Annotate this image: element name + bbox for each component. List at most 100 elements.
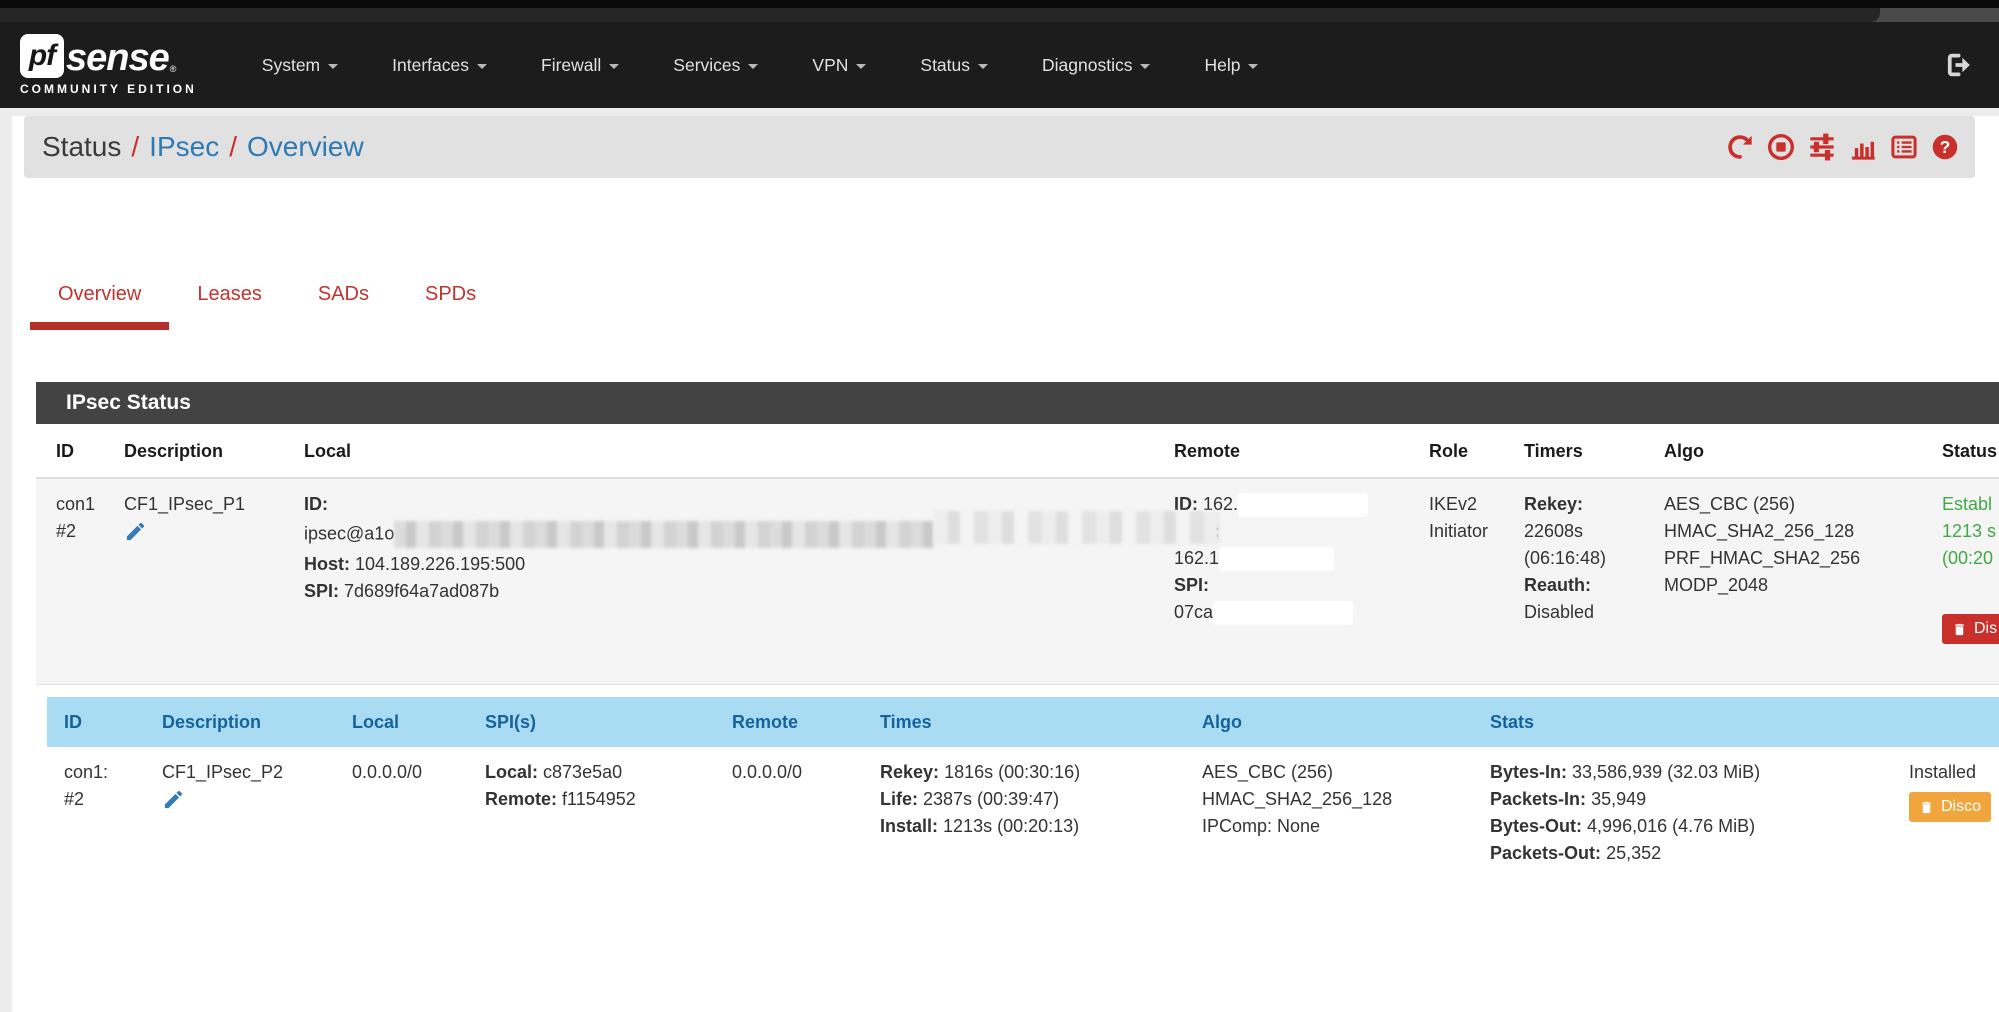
child-col-empty [1901,697,1999,747]
p2-spi-local-label: Local: [485,762,539,782]
p1-remote: ID: 162. Host: 162.1 SPI: 07ca [1166,479,1421,684]
nav-right [1943,50,1973,80]
chevron-down-icon [1140,63,1151,69]
chevron-down-icon [1248,63,1259,69]
p1-algo: AES_CBC (256) HMAC_SHA2_256_128 PRF_HMAC… [1656,479,1934,684]
breadcrumb-link-overview[interactable]: Overview [246,131,364,162]
nav-item-label: Help [1204,54,1241,75]
p1-algo-hash: HMAC_SHA2_256_128 [1664,521,1855,541]
col-local: Local [304,441,352,461]
chevron-down-icon [477,63,487,69]
p1-status-line2: 1213 s [1942,521,1997,541]
pencil-icon[interactable] [162,788,185,819]
p1-id-line1: con1 [56,494,96,514]
nav-item-label: Diagnostics [1042,54,1133,75]
child-col-remote: Remote [732,712,799,732]
ipsec-status-panel: IPsec Status ID Description Local Remote… [36,382,1999,919]
disconnect-label: Dis [1974,620,1998,637]
nav-menu: System Interfaces Firewall Services VPN … [235,45,1286,86]
child-col-description: Description [162,712,262,732]
col-status: Status [1942,441,1998,461]
tab-sads[interactable]: SADs [317,283,369,305]
p1-status-line3: (00:20 [1942,548,1994,568]
pencil-icon[interactable] [124,520,147,551]
chevron-down-icon [609,63,620,69]
p2-stats: Bytes-In: 33,586,939 (32.03 MiB) Packets… [1482,747,1901,867]
p1-role-line2: Initiator [1429,521,1489,541]
breadcrumb-link-ipsec[interactable]: IPsec [149,131,220,162]
p1-id-line2: #2 [56,521,77,541]
tab-leases[interactable]: Leases [197,283,262,305]
browser-top-strip [0,0,1999,8]
pfsense-logo[interactable]: pf sense ® COMMUNITY EDITION [20,34,197,96]
col-timers: Timers [1524,441,1583,461]
sign-out-icon[interactable] [1943,50,1973,80]
p1-status: Establ 1213 s (00:20 Dis [1934,479,1999,684]
disconnect-button[interactable]: Disco [1909,792,1992,822]
browser-tab-remnant [0,8,1880,22]
p1-remote-host-value: 162.1 [1174,548,1220,568]
child-table-wrap: ID Description Local SPI(s) Remote Times… [36,685,1999,919]
trash-icon [1922,801,1931,813]
stop-circle-icon[interactable] [1767,133,1795,161]
p2-spis: Local: c873e5a0 Remote: f1154952 [477,747,724,867]
nav-item-help[interactable]: Help [1177,45,1285,86]
disconnect-button[interactable]: Dis [1942,614,1999,644]
p1-remote-id-label: ID: [1174,494,1198,514]
p2-id-line2: #2 [64,789,85,809]
ipsec-status-table: ID Description Local Remote Role Timers … [36,424,1999,919]
nav-item-services[interactable]: Services [646,45,785,86]
p2-spi-local-value: c873e5a0 [543,762,623,782]
p1-description: CF1_IPsec_P1 [116,479,296,684]
nav-item-diagnostics[interactable]: Diagnostics [1015,45,1177,86]
nav-item-vpn[interactable]: VPN [785,45,893,86]
chevron-down-icon [978,63,989,69]
p1-algo-dh: MODP_2048 [1664,575,1769,595]
table-row: con1 #2 CF1_IPsec_P1 ID: ipsec@a1o Host:… [36,479,1999,685]
p2-spi-remote-label: Remote: [485,789,558,809]
community-edition-label: COMMUNITY EDITION [20,82,197,96]
redaction-block [1238,493,1369,518]
refresh-icon[interactable] [1726,133,1754,161]
p2-remote-net: 0.0.0.0/0 [732,762,803,782]
p2-install-label: Install: [880,816,939,836]
nav-item-interfaces[interactable]: Interfaces [365,45,514,86]
breadcrumb-actions: ? [1726,133,1959,161]
tab-overview[interactable]: Overview [30,250,170,330]
p1-algo-prf: PRF_HMAC_SHA2_256 [1664,548,1861,568]
help-icon[interactable]: ? [1931,133,1959,161]
pfsense-logo-top: pf sense ® [20,34,197,78]
p1-id: con1 #2 [48,479,116,684]
col-remote: Remote [1174,441,1241,461]
sliders-icon[interactable] [1808,133,1836,161]
col-role: Role [1429,441,1469,461]
p2-algo-hash: HMAC_SHA2_256_128 [1202,789,1393,809]
p2-status-text: Installed [1909,762,1977,782]
trash-icon [1955,623,1964,635]
disconnect-label: Disco [1941,798,1982,815]
pf-logo-box: pf [20,34,64,78]
p2-algo-enc: AES_CBC (256) [1202,762,1334,782]
p2-remote: 0.0.0.0/0 [724,747,872,867]
bar-chart-icon[interactable] [1849,133,1877,161]
chevron-down-icon [328,63,339,69]
nav-item-firewall[interactable]: Firewall [514,45,646,86]
list-icon[interactable] [1890,133,1918,161]
p2-algo: AES_CBC (256) HMAC_SHA2_256_128 IPComp: … [1194,747,1482,867]
tab-spds[interactable]: SPDs [424,283,477,305]
p1-local-id-value: ipsec@a1o [304,523,395,544]
nav-item-system[interactable]: System [235,45,365,86]
nav-item-label: Services [673,54,741,75]
p2-packets-out-label: Packets-Out: [1490,843,1602,863]
nav-item-status[interactable]: Status [893,45,1015,86]
breadcrumb: Status / IPsec / Overview [42,131,364,163]
p2-rekey-value: 1816s (00:30:16) [944,762,1081,782]
p2-times: Rekey: 1816s (00:30:16) Life: 2387s (00:… [872,747,1194,867]
p1-role: IKEv2 Initiator [1421,479,1516,684]
p1-local-id-label: ID: [304,494,328,514]
p2-bytes-out-value: 4,996,016 (4.76 MiB) [1587,816,1756,836]
table-header-row: ID Description Local Remote Role Timers … [36,424,1999,479]
p1-role-line1: IKEv2 [1429,494,1478,514]
p2-life-label: Life: [880,789,918,809]
breadcrumb-section: Status [42,131,122,162]
